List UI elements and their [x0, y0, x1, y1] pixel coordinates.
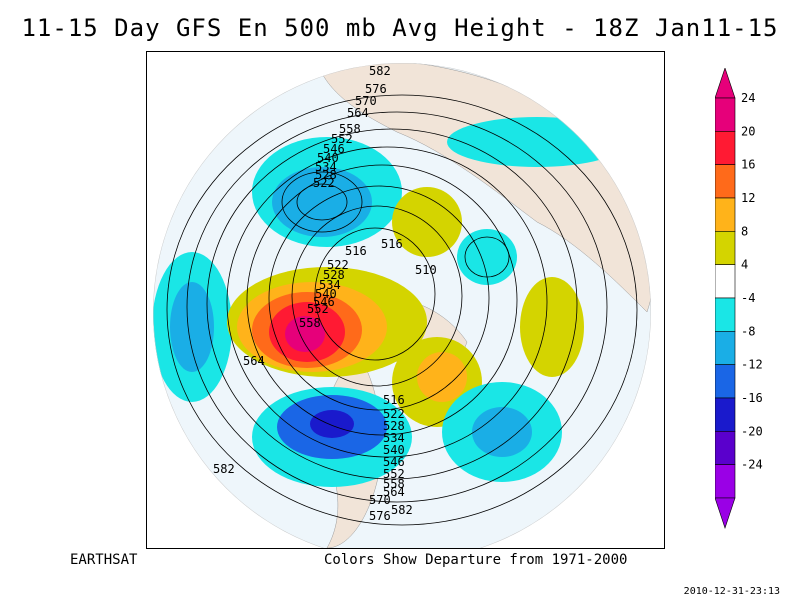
legend-swatch [715, 131, 736, 165]
credit-label: EARTHSAT [70, 552, 138, 568]
contour-label: 522 [313, 176, 335, 190]
legend-label: -8 [741, 324, 755, 338]
anomaly-cyan-north [447, 117, 627, 167]
map-frame: 582 576 570 564 558 552 546 540 534 528 … [146, 51, 665, 549]
legend-label: 8 [741, 224, 748, 238]
contour-label: 558 [383, 477, 405, 491]
legend-label: -20 [741, 424, 763, 438]
chart-title: 11-15 Day GFS En 500 mb Avg Height - 18Z… [21, 14, 779, 42]
contour-label: 522 [383, 407, 405, 421]
contour-label: 570 [369, 493, 391, 507]
contour-label: 528 [315, 168, 337, 182]
contour-label: 516 [345, 244, 367, 258]
contour-label: 516 [383, 393, 405, 407]
anomaly-orange-southcenter [417, 352, 467, 402]
anomaly-darkblue-south [310, 410, 354, 438]
contour-label: 552 [383, 467, 405, 481]
contour-label: 534 [319, 278, 341, 292]
contour-label: 540 [317, 151, 339, 165]
legend-label: -4 [741, 291, 755, 305]
legend-label: 20 [741, 124, 755, 138]
legend-cap-top [715, 68, 736, 99]
contour-label: 528 [323, 268, 345, 282]
contour-label: 564 [383, 485, 405, 499]
color-legend: 24 20 16 12 8 4 -4 -8 -12 -16 -20 -24 [715, 68, 763, 529]
contour-label: 540 [315, 287, 337, 301]
legend-label: 16 [741, 158, 755, 172]
legend-label: -16 [741, 391, 763, 405]
timestamp: 2010-12-31-23:13 [683, 586, 780, 597]
contour-label: 546 [323, 142, 345, 156]
legend-swatch [715, 464, 736, 499]
legend-labels: 24 20 16 12 8 4 -4 -8 -12 -16 -20 -24 [741, 91, 763, 472]
legend-swatch [715, 231, 736, 265]
contour-label: 534 [383, 431, 405, 445]
contour-label: 558 [339, 122, 361, 136]
legend-swatch [715, 397, 736, 432]
legend-label: 24 [741, 91, 755, 105]
legend-cap-bottom [715, 497, 736, 529]
legend-swatch [715, 264, 736, 299]
contour-label: 546 [313, 295, 335, 309]
contour-label: 528 [383, 419, 405, 433]
contour-label: 576 [369, 509, 391, 523]
legend-label: 12 [741, 191, 755, 205]
legend-label: -24 [741, 458, 763, 472]
caption: Colors Show Departure from 1971-2000 [324, 552, 628, 568]
legend-swatch [715, 331, 736, 365]
contour-label: 564 [243, 354, 265, 368]
anomaly-cyan-east [457, 229, 517, 285]
anomaly-blue-west [170, 282, 214, 372]
contour-label: 516 [381, 237, 403, 251]
contour-label: 582 [369, 64, 391, 78]
contour-label: 582 [391, 503, 413, 517]
contour-labels: 582 576 570 564 558 552 546 540 534 528 … [213, 64, 437, 523]
legend-swatch [715, 364, 736, 399]
anomaly-blue-southeast [472, 407, 532, 457]
contour-label: 582 [213, 462, 235, 476]
anomaly-magenta-center [285, 316, 325, 352]
anomaly-yellow-east [520, 277, 584, 377]
legend-swatch [715, 97, 736, 132]
height-contours [166, 94, 638, 526]
legend-swatch [715, 431, 736, 465]
contour-label: 552 [331, 132, 353, 146]
contour-label: 552 [307, 302, 329, 316]
contour-label: 558 [299, 316, 321, 330]
legend-swatches [715, 97, 736, 499]
contour-label: 510 [415, 263, 437, 277]
contour-label: 534 [315, 160, 337, 174]
legend-label: -12 [741, 358, 763, 372]
contour-label: 570 [355, 94, 377, 108]
contour-label: 576 [365, 82, 387, 96]
polar-map: 582 576 570 564 558 552 546 540 534 528 … [153, 63, 651, 548]
contour-label: 564 [347, 106, 369, 120]
legend-swatch [715, 164, 736, 199]
legend-swatch [715, 197, 736, 232]
contour-label: 546 [383, 455, 405, 469]
contour-label: 522 [327, 258, 349, 272]
contour-label: 540 [383, 443, 405, 457]
legend-label: 4 [741, 258, 748, 272]
legend-swatch [715, 297, 736, 332]
